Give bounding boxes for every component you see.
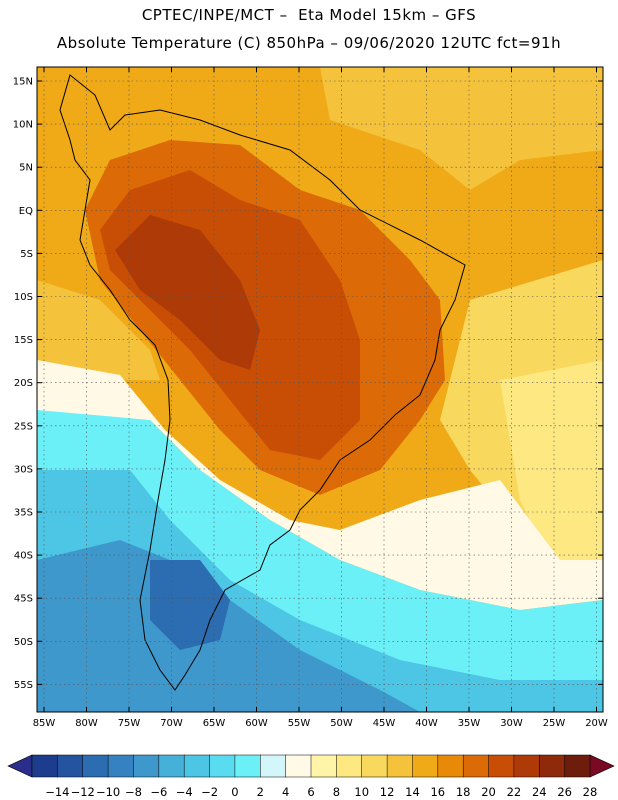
colorbar-label: −10 — [96, 785, 120, 799]
lat-label: 15S — [14, 335, 33, 346]
colorbar-swatch — [462, 754, 490, 778]
lon-label: 25W — [543, 718, 566, 729]
lon-label: 55W — [288, 718, 311, 729]
lat-label: 5S — [20, 249, 33, 260]
colorbar-swatch — [285, 754, 312, 778]
lat-label: 5N — [19, 163, 33, 174]
longitude-axis: 85W 80W 75W 70W 65W 60W 55W 50W 45W 40W 35W 30W 25W 2… — [33, 67, 608, 729]
coastline — [59, 74, 466, 691]
colorbar-label: 28 — [583, 785, 598, 799]
colorbar-swatch — [82, 754, 109, 778]
colder-patagonia — [37, 540, 420, 712]
peak-core — [115, 215, 260, 370]
plot-frame — [36, 66, 604, 713]
latitude-axis: 15N 10N 5N EQ 5S 10S 15S 20S 25S 30S 35S 40S 45S 50S 5… — [13, 77, 603, 691]
colorbar-label: 2 — [257, 785, 264, 799]
lat-label: 10S — [14, 292, 33, 303]
lon-label: 60W — [245, 718, 268, 729]
colorbar-label: −2 — [201, 785, 218, 799]
lon-label: 80W — [75, 718, 98, 729]
colorbar-swatch — [412, 754, 439, 778]
lat-label: 30S — [14, 464, 33, 475]
colorbar-label: 16 — [430, 785, 445, 799]
warm-tropical-band — [37, 67, 603, 190]
colorbar-arrow-high — [589, 754, 615, 778]
lon-label: 75W — [118, 718, 141, 729]
coldest-patagonia — [150, 560, 230, 650]
colorbar-label: −12 — [71, 785, 95, 799]
lat-label: 35S — [14, 508, 33, 519]
colorbar-swatch — [386, 754, 414, 778]
colorbar-label: 4 — [282, 785, 289, 799]
lat-label: EQ — [19, 206, 33, 217]
colorbar-swatch — [209, 754, 236, 778]
colorbar-label: −8 — [125, 785, 142, 799]
colorbar-label: 24 — [532, 785, 547, 799]
colorbar-swatch — [437, 754, 464, 778]
colorbar-swatch — [488, 754, 515, 778]
colorbar-swatch — [361, 754, 388, 778]
lon-label: 85W — [33, 718, 56, 729]
lon-label: 45W — [373, 718, 396, 729]
lat-label: 20S — [14, 378, 33, 389]
colorbar-swatch — [183, 754, 211, 778]
colorbar-label: 18 — [456, 785, 471, 799]
lat-label: 45S — [14, 594, 33, 605]
lat-label: 10N — [13, 120, 33, 131]
colorbar-swatch — [31, 754, 58, 778]
colorbar-swatch — [539, 754, 566, 778]
lon-label: 70W — [160, 718, 183, 729]
temperature-field — [37, 67, 603, 712]
colorbar-swatch — [133, 754, 160, 778]
mid-latitude-transition — [37, 360, 603, 610]
colorbar-label: 6 — [307, 785, 314, 799]
lat-label: 25S — [14, 421, 33, 432]
colorbar-label: −14 — [45, 785, 69, 799]
lon-label: 40W — [415, 718, 438, 729]
colorbar-swatch — [513, 754, 540, 778]
colorbar-label: 26 — [557, 785, 572, 799]
colorbar: −14 −12 −10 −8 −6 −4 −2 0 2 4 6 8 10 12 14 16 18 20 22 24 26… — [7, 754, 615, 799]
lon-label: 50W — [330, 718, 353, 729]
title-line-1: CPTEC/INPE/MCT – Eta Model 15km – GFS — [141, 6, 477, 24]
lat-label: 15N — [13, 77, 33, 88]
colorbar-swatch — [336, 754, 363, 778]
lat-label: 55S — [14, 680, 33, 691]
colorbar-swatch — [158, 754, 185, 778]
colorbar-label: 20 — [481, 785, 496, 799]
lon-label: 30W — [500, 718, 523, 729]
colorbar-swatch — [260, 754, 287, 778]
colorbar-label: −6 — [150, 785, 167, 799]
colorbar-label: −4 — [176, 785, 193, 799]
colorbar-label: 12 — [380, 785, 395, 799]
colorbar-swatch — [107, 754, 135, 778]
colorbar-label: 0 — [231, 785, 238, 799]
lon-label: 20W — [585, 718, 608, 729]
colorbar-swatch — [564, 754, 591, 778]
title-line-2: Absolute Temperature (C) 850hPa – 09/06/… — [56, 34, 562, 52]
colorbar-label: 10 — [354, 785, 369, 799]
colorbar-swatch — [57, 754, 84, 778]
south-atlantic-cool — [500, 360, 603, 580]
lat-label: 40S — [14, 551, 33, 562]
colorbar-label: 8 — [333, 785, 340, 799]
colorbar-swatch — [310, 754, 337, 778]
colorbar-label: 22 — [507, 785, 522, 799]
lat-label: 50S — [14, 637, 33, 648]
colorbar-label: 14 — [405, 785, 420, 799]
lon-label: 35W — [458, 718, 481, 729]
colorbar-arrow-low — [7, 754, 33, 778]
lon-label: 65W — [203, 718, 226, 729]
colorbar-swatch — [234, 754, 261, 778]
